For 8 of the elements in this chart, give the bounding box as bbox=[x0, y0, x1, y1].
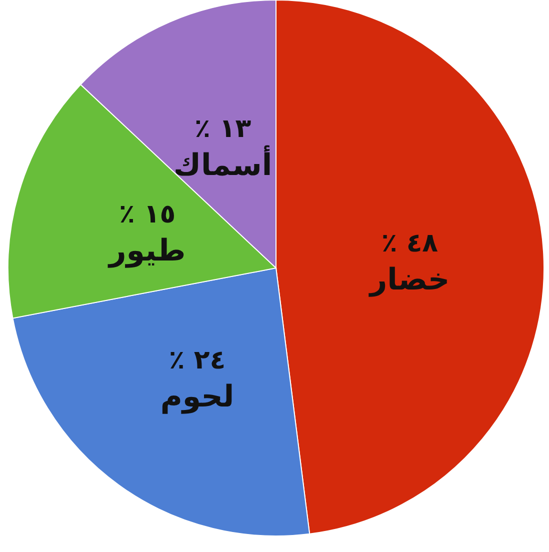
data-label: ١٣ ٪ bbox=[194, 114, 252, 144]
data-label: ٢٤ ٪ bbox=[168, 345, 226, 376]
slice-label: أسماك bbox=[173, 145, 272, 184]
slice-label: طيور bbox=[107, 234, 186, 269]
data-label: ٤٨ ٪ bbox=[381, 228, 438, 259]
data-label: ١٥ ٪ bbox=[118, 200, 176, 230]
slice-label: لحوم bbox=[160, 379, 234, 414]
slice-label: خضار bbox=[368, 262, 450, 298]
